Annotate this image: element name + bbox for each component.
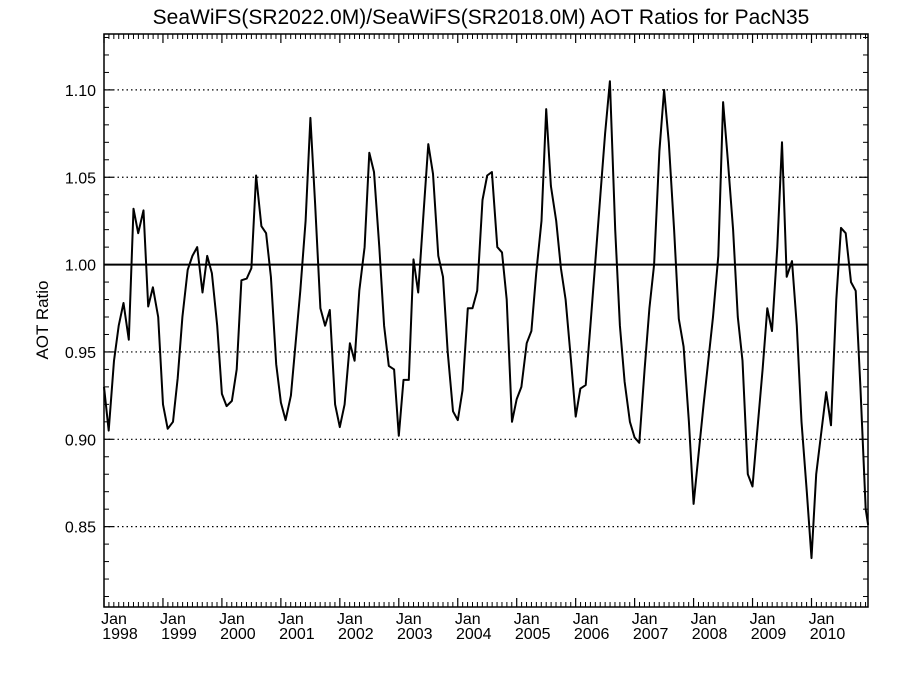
x-tick-month-label: Jan xyxy=(632,611,658,628)
x-tick-year-label: 2001 xyxy=(279,626,315,643)
x-tick-month-label: Jan xyxy=(101,611,127,628)
y-tick-label: 0.85 xyxy=(65,520,96,537)
x-tick-year-label: 2007 xyxy=(633,626,669,643)
y-tick-label: 1.10 xyxy=(65,83,96,100)
y-tick-label: 0.90 xyxy=(65,432,96,449)
x-tick-month-label: Jan xyxy=(514,611,540,628)
x-tick-year-label: 2003 xyxy=(397,626,433,643)
y-tick-label: 1.05 xyxy=(65,170,96,187)
x-tick-year-label: 2008 xyxy=(692,626,728,643)
x-tick-year-label: 2000 xyxy=(220,626,256,643)
x-tick-month-label: Jan xyxy=(337,611,363,628)
x-tick-month-label: Jan xyxy=(278,611,304,628)
x-tick-month-label: Jan xyxy=(396,611,422,628)
plot-frame xyxy=(103,33,869,608)
gridlines xyxy=(104,89,868,528)
x-tick-month-label: Jan xyxy=(573,611,599,628)
series-line-1 xyxy=(103,80,870,560)
x-tick-month-label: Jan xyxy=(160,611,186,628)
y-tick-label: 1.00 xyxy=(65,258,96,275)
x-tick-year-label: 1999 xyxy=(161,626,197,643)
x-tick-year-label: 2006 xyxy=(574,626,610,643)
x-tick-month-label: Jan xyxy=(750,611,776,628)
series-group xyxy=(103,80,870,560)
tick-labels: 0.850.900.951.001.051.10Jan1998Jan1999Ja… xyxy=(65,83,846,643)
chart-title: SeaWiFS(SR2022.0M)/SeaWiFS(SR2018.0M) AO… xyxy=(153,6,810,29)
x-tick-year-label: 1998 xyxy=(102,626,138,643)
y-tick-label: 0.95 xyxy=(65,345,96,362)
x-tick-year-label: 2004 xyxy=(456,626,492,643)
x-tick-year-label: 2005 xyxy=(515,626,551,643)
x-tick-month-label: Jan xyxy=(809,611,835,628)
y-axis-label: AOT Ratio xyxy=(33,280,52,359)
x-tick-year-label: 2009 xyxy=(751,626,787,643)
x-tick-month-label: Jan xyxy=(219,611,245,628)
x-tick-year-label: 2002 xyxy=(338,626,374,643)
x-tick-month-label: Jan xyxy=(455,611,481,628)
axes-group xyxy=(103,33,869,608)
x-tick-month-label: Jan xyxy=(691,611,717,628)
x-tick-year-label: 2010 xyxy=(810,626,846,643)
